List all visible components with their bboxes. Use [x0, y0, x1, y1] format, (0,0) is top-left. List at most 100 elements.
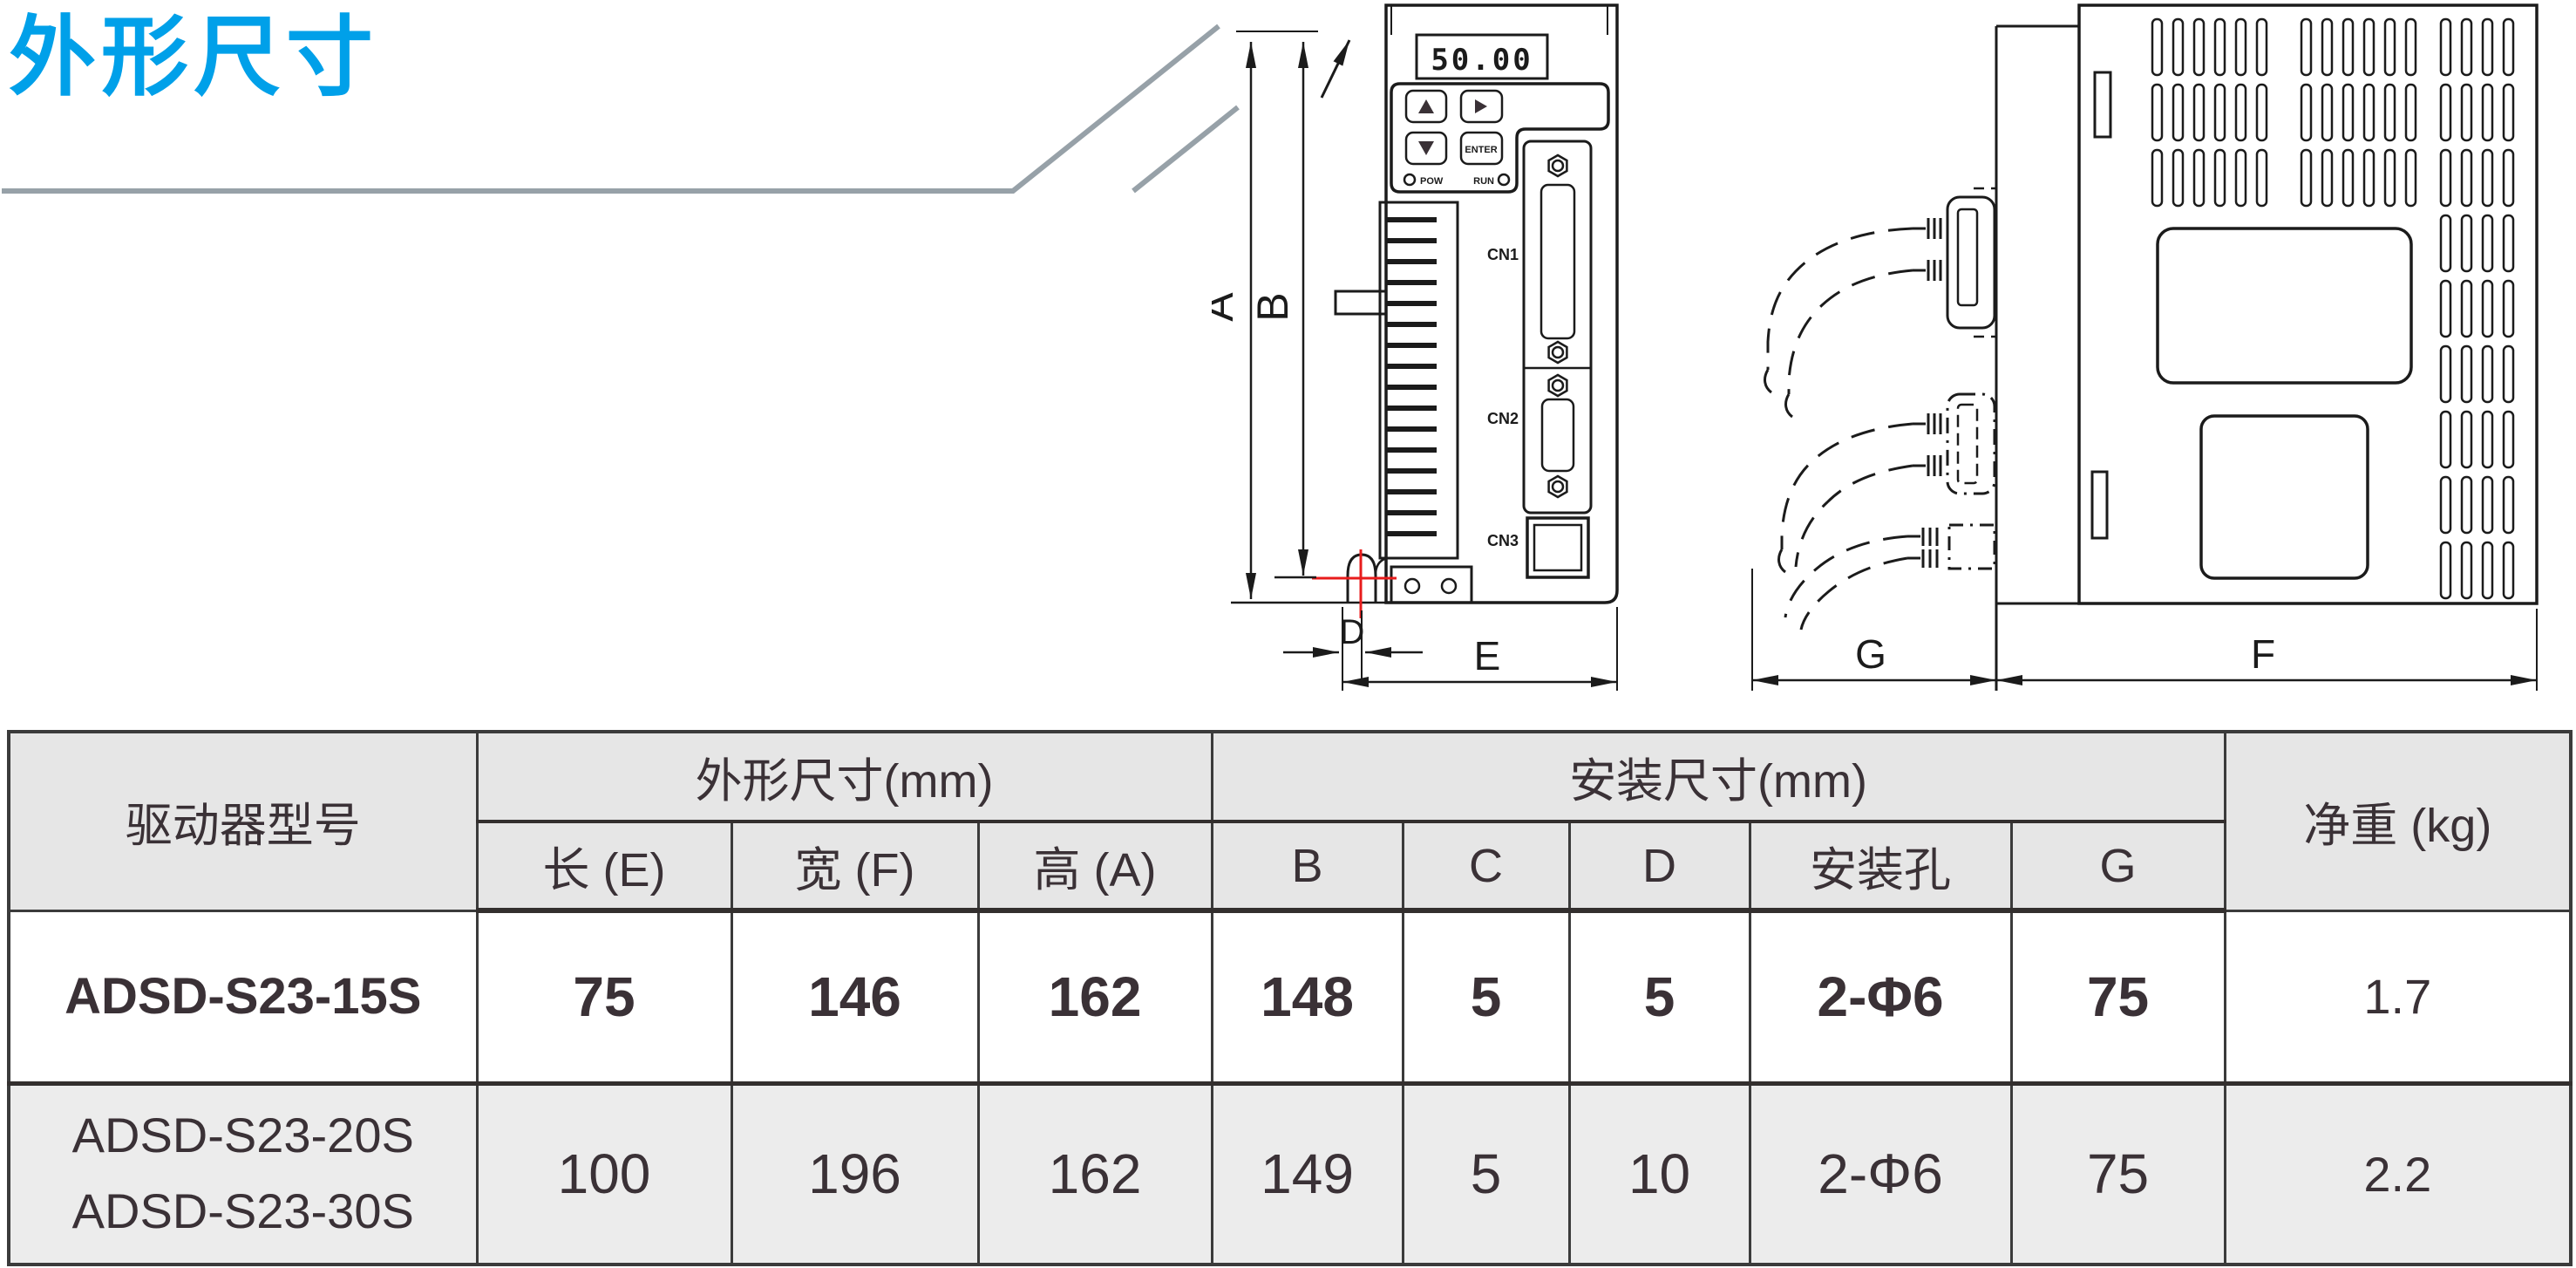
- cell-width-f: 146: [730, 909, 980, 1085]
- cell-height-a: 162: [976, 1081, 1213, 1266]
- cell-model: ADSD-S23-15S: [7, 909, 479, 1085]
- bracket-hole: [1404, 577, 1421, 595]
- run-led-label: RUN: [1473, 176, 1494, 187]
- header-weight: 净重 (kg): [2223, 730, 2573, 912]
- cell-weight: 2.2: [2223, 1081, 2573, 1266]
- header-model: 驱动器型号: [7, 730, 479, 912]
- side-hook-tab: [1334, 290, 1388, 316]
- dim-g-label: G: [1855, 631, 1886, 677]
- cn3-connector-inner: [1533, 523, 1583, 572]
- cn2-label: CN2: [1487, 410, 1519, 427]
- header-mount-group: 安装尺寸(mm): [1210, 730, 2226, 823]
- label-area-small: [2199, 414, 2369, 580]
- cable: [1794, 464, 1913, 568]
- dimension-spec-table: 驱动器型号 外形尺寸(mm) 安装尺寸(mm) 净重 (kg) 长 (E) 宽 …: [7, 730, 2573, 1266]
- cn1-connector: [1539, 183, 1576, 340]
- plug-b-strain-relief: [1913, 413, 1942, 476]
- dim-e-label: E: [1474, 633, 1501, 678]
- cable: [1780, 422, 1913, 549]
- connector-panel: [1522, 140, 1593, 515]
- title-underline-slash: [1132, 105, 1240, 194]
- cell-mount-hole: 2-Φ6: [1748, 909, 2013, 1085]
- pow-led: [1403, 173, 1417, 187]
- plug-a-strain-relief: [1913, 218, 1942, 281]
- front-view-drawing: 50.00 ENTER POW RUN CN1 CN2 CN3: [1231, 3, 1619, 618]
- cell-length-e: 75: [475, 909, 733, 1085]
- keypad-panel: [1390, 82, 1610, 194]
- cn3-connector: [1526, 516, 1590, 579]
- header-width-f: 宽 (F): [730, 820, 980, 913]
- header-c: C: [1401, 820, 1571, 913]
- cell-d: 5: [1567, 909, 1751, 1085]
- cable: [1799, 556, 1908, 631]
- cell-weight: 1.7: [2223, 909, 2573, 1085]
- cable: [1766, 227, 1913, 370]
- down-button: [1404, 131, 1448, 166]
- vent-grid: [2151, 17, 2515, 600]
- cell-d: 10: [1567, 1081, 1751, 1266]
- header-outline-group: 外形尺寸(mm): [475, 730, 1213, 823]
- cell-b: 148: [1210, 909, 1404, 1085]
- cell-width-f: 196: [730, 1081, 980, 1266]
- enter-button-label: ENTER: [1465, 145, 1497, 155]
- front-view-dimensions: A B D E: [1212, 31, 1618, 691]
- cell-model: ADSD-S23-20S ADSD-S23-30S: [7, 1081, 479, 1266]
- cell-c: 5: [1401, 909, 1571, 1085]
- display-value: 50.00: [1431, 43, 1533, 78]
- title-underline-decoration: [2, 24, 1240, 194]
- heatsink-fins: [1386, 217, 1437, 536]
- cable-plugs-drawing: [1764, 187, 1996, 631]
- plug-b-backshell: [1946, 392, 1996, 495]
- cell-length-e: 100: [475, 1081, 733, 1266]
- down-arrow-icon: [1418, 141, 1434, 155]
- cell-mount-hole: 2-Φ6: [1748, 1081, 2013, 1266]
- seven-segment-display: [1415, 33, 1549, 80]
- cell-g: 75: [2009, 909, 2226, 1085]
- model-line: ADSD-S23-20S: [71, 1108, 414, 1163]
- run-led: [1497, 173, 1511, 187]
- side-view-drawing: [1995, 3, 2539, 691]
- cell-g: 75: [2009, 1081, 2226, 1266]
- dim-b-label: B: [1248, 292, 1297, 321]
- header-height-a: 高 (A): [976, 820, 1213, 913]
- cable: [1784, 535, 1908, 618]
- heatsink-outline: [1378, 201, 1459, 560]
- plug-c-body: [1947, 523, 1996, 570]
- plug-c-strain-relief: [1907, 528, 1939, 568]
- dimension-drawings: 50.00 ENTER POW RUN CN1 CN2 CN3: [1212, 3, 2539, 691]
- cn3-label: CN3: [1487, 532, 1519, 549]
- right-button: [1459, 89, 1504, 124]
- dim-f-label: F: [2251, 631, 2275, 677]
- header-d: D: [1567, 820, 1751, 913]
- table-row: ADSD-S23-20S ADSD-S23-30S 100 196 162 14…: [7, 1081, 2573, 1266]
- cell-c: 5: [1401, 1081, 1571, 1266]
- up-arrow-icon: [1418, 99, 1434, 113]
- drive-body-outline: [1384, 3, 1619, 604]
- table-row: ADSD-S23-15S 75 146 162 148 5 5 2-Φ6 75 …: [7, 909, 2573, 1085]
- cable: [1787, 269, 1913, 394]
- cell-b: 149: [1210, 1081, 1404, 1266]
- title-underline-line: [2, 24, 1220, 194]
- dim-a-label: A: [1212, 292, 1242, 322]
- header-mount-hole: 安装孔: [1748, 820, 2013, 913]
- plug-a-backshell: [1946, 195, 1996, 330]
- up-button: [1404, 89, 1448, 124]
- dim-d-label: D: [1340, 613, 1365, 651]
- side-view-dimensions: G F: [1751, 569, 2538, 691]
- connector-screws: [1547, 153, 1568, 499]
- dimension-slash: [1320, 39, 1351, 99]
- label-area-large: [2156, 227, 2413, 385]
- page-title: 外形尺寸: [9, 9, 378, 106]
- side-panel-outline: [2077, 3, 2539, 605]
- cell-height-a: 162: [976, 909, 1213, 1085]
- header-g: G: [2009, 820, 2226, 913]
- bracket-hole: [1440, 577, 1458, 595]
- cn2-connector: [1540, 398, 1575, 473]
- cn1-label: CN1: [1487, 246, 1519, 263]
- pow-led-label: POW: [1420, 176, 1444, 187]
- header-length-e: 长 (E): [475, 820, 733, 913]
- right-arrow-icon: [1475, 99, 1487, 113]
- mounting-bracket: [1390, 565, 1473, 604]
- mount-tab-top: [2093, 71, 2112, 139]
